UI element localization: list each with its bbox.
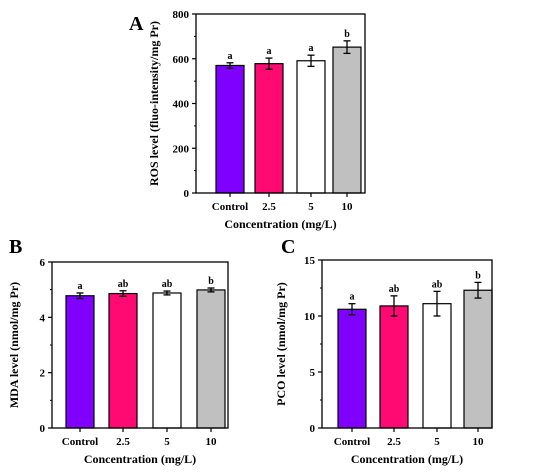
panel-c-x-tick-label: 2.5 xyxy=(387,436,401,448)
panel-b-significance-label: ab xyxy=(162,279,173,290)
panel-c-significance-label: ab xyxy=(389,284,400,295)
panel-b-bar xyxy=(108,292,138,429)
panel-a-y-tick-label: 400 xyxy=(173,99,190,111)
panel-c-y-tick-label: 15 xyxy=(304,255,316,267)
panel-b-y-tick-label: 0 xyxy=(40,423,46,435)
panel-c-significance-label: a xyxy=(350,292,355,303)
panel-a-significance-label: a xyxy=(267,46,272,57)
panel-b-significance-label: ab xyxy=(118,279,129,290)
panel-b-x-tick-label: 5 xyxy=(164,436,170,448)
panel-c-x-tick-label: Control xyxy=(334,436,370,448)
panel-c-significance-label: b xyxy=(475,270,481,281)
panel-a-y-tick-label: 0 xyxy=(184,188,190,200)
panel-a-bar xyxy=(215,64,245,194)
panel-a-x-tick-label: 5 xyxy=(308,201,314,213)
panel-b-x-axis-label: Concentration (mg/L) xyxy=(84,452,196,466)
panel-b-chart: a ab ab b 0 2 4 6 Control 2.5 5 10 Concentration (mg… xyxy=(7,236,229,466)
panel-b-y-tick-label: 6 xyxy=(40,257,46,269)
panel-a-chart: a a a b 0 200 400 600 800 Control 2.5 5 10 Concentrat… xyxy=(129,9,366,231)
panel-a-x-axis-label: Concentration (mg/L) xyxy=(224,217,336,231)
panel-a-panel-letter: A xyxy=(129,13,144,35)
panel-a-y-tick-label: 600 xyxy=(173,54,190,66)
panel-c-y-tick-label: 0 xyxy=(310,423,316,435)
panel-b-y-tick-label: 4 xyxy=(40,312,46,324)
panel-a-x-tick-label: 2.5 xyxy=(262,201,276,213)
panel-c-y-tick-label: 10 xyxy=(304,311,316,323)
panel-a-significance-label: b xyxy=(344,29,350,40)
panel-a-x-tick-label: Control xyxy=(212,201,248,213)
panel-c-x-axis-label: Concentration (mg/L) xyxy=(351,452,463,466)
panel-c-chart: a ab ab b 0 5 10 15 Control 2.5 5 10 Concentration (… xyxy=(274,236,493,466)
panel-b-bar xyxy=(152,292,182,429)
panel-a-x-tick-label: 10 xyxy=(342,201,354,213)
panel-a-bar xyxy=(296,60,326,194)
panel-a-significance-label: a xyxy=(309,43,314,54)
panel-c-panel-letter: C xyxy=(281,236,295,258)
panel-b-significance-label: b xyxy=(208,276,214,287)
panel-c-bar xyxy=(379,305,409,429)
panel-b-x-tick-label: 2.5 xyxy=(116,436,130,448)
panel-b-bar xyxy=(65,295,95,429)
panel-a-significance-label: a xyxy=(228,51,233,62)
panel-c-y-axis-label: PCO level (nmol/mg Pr) xyxy=(274,282,288,406)
panel-a-y-axis-label: ROS level (fluo-intensity/mg Pr) xyxy=(147,21,161,186)
panel-a-y-tick-label: 800 xyxy=(173,9,190,21)
panel-a-bar xyxy=(332,46,362,194)
panel-b-bar xyxy=(196,289,226,429)
panel-a-bar xyxy=(254,63,284,194)
panel-b-significance-label: a xyxy=(78,281,83,292)
panel-c-y-tick-label: 5 xyxy=(310,367,316,379)
panel-b-y-tick-label: 2 xyxy=(40,368,46,380)
panel-a-y-tick-label: 200 xyxy=(173,143,190,155)
panel-b-panel-letter: B xyxy=(9,236,22,258)
panel-c-bar xyxy=(422,303,452,429)
panel-b-y-axis-label: MDA level (nmol/mg Pr) xyxy=(7,282,21,408)
panel-c-bar xyxy=(337,308,367,429)
panel-c-bar xyxy=(463,289,493,429)
panel-b-x-tick-label: 10 xyxy=(206,436,218,448)
panel-c-x-tick-label: 5 xyxy=(434,436,440,448)
panel-b-x-tick-label: Control xyxy=(62,436,98,448)
panel-c-x-tick-label: 10 xyxy=(473,436,485,448)
panel-c-significance-label: ab xyxy=(432,279,443,290)
